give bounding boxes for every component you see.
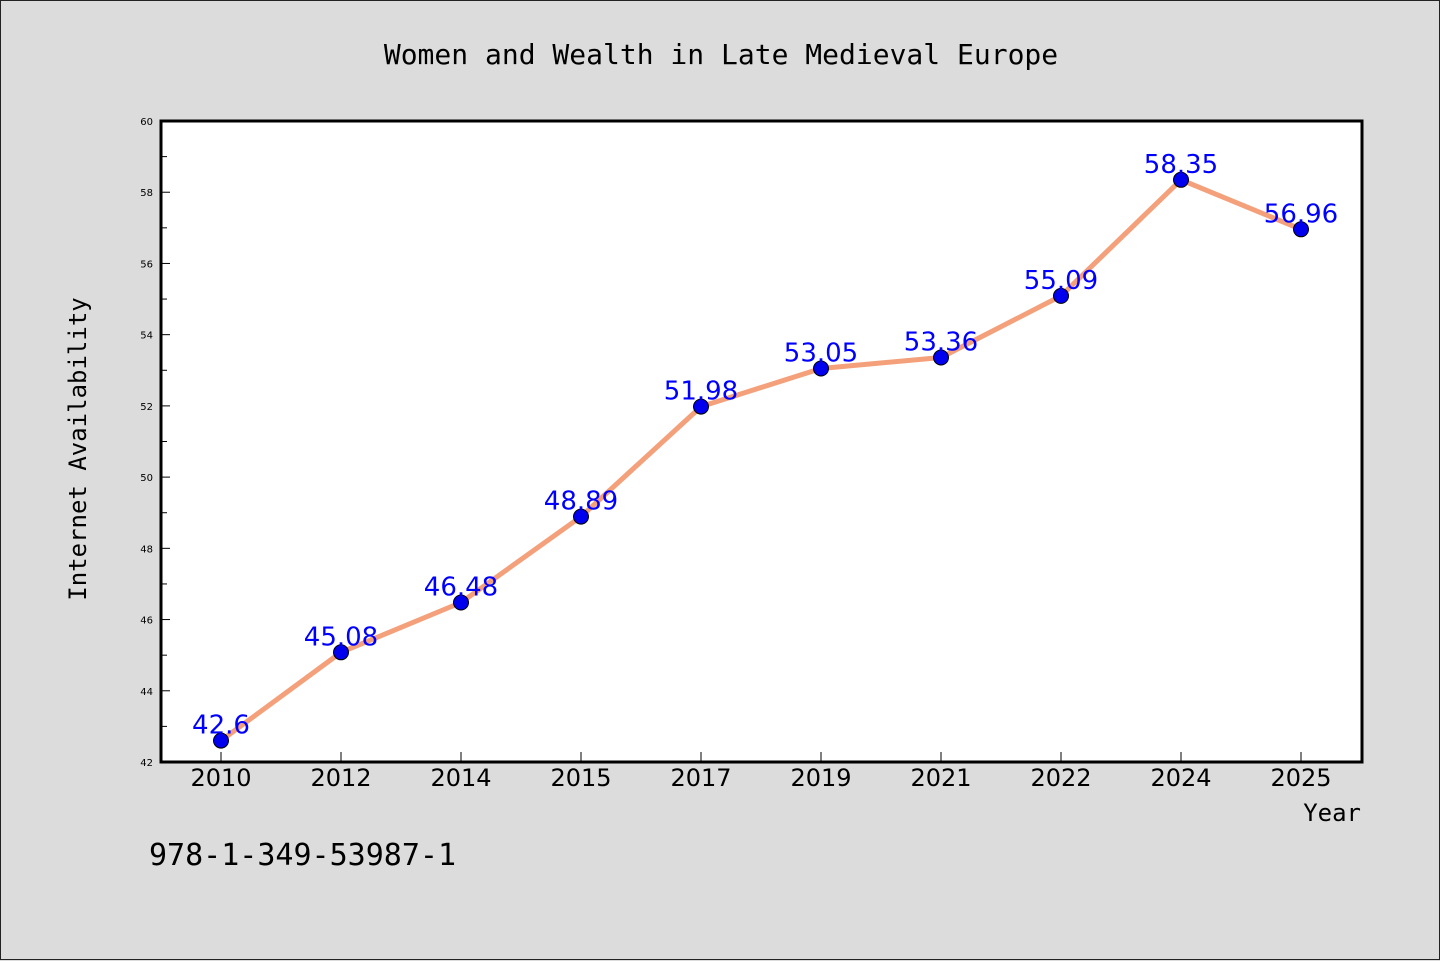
x-tick-label: 2021 (910, 764, 971, 792)
data-label: 46.48 (424, 573, 498, 603)
y-tick-label: 52 (140, 402, 153, 413)
y-axis-label: Internet Availability (64, 297, 92, 600)
data-label: 55.09 (1024, 266, 1098, 296)
y-tick-label: 58 (140, 188, 153, 199)
data-label: 45.08 (304, 622, 378, 652)
plot-area (159, 119, 1364, 764)
y-tick-label: 46 (140, 616, 153, 627)
data-point (693, 398, 709, 415)
data-point (573, 508, 589, 525)
data-point (813, 360, 829, 377)
x-tick-label: 2015 (550, 764, 611, 792)
y-tick-label: 42 (140, 758, 153, 769)
y-tick-label: 54 (140, 331, 153, 342)
data-point (1173, 171, 1189, 188)
chart-title: Women and Wealth in Late Medieval Europe (384, 38, 1058, 71)
data-label: 42.6 (192, 711, 250, 741)
data-point (1293, 221, 1309, 238)
isbn-text: 978-1-349-53987-1 (149, 838, 456, 873)
data-label: 53.05 (784, 339, 858, 369)
data-point (933, 349, 949, 366)
series-markers (213, 171, 1309, 749)
y-axis: 42 44 46 48 50 52 54 56 58 60 (140, 117, 170, 769)
data-labels: 42.6 45.08 46.48 48.89 51.98 53.05 53.36 55.09 5… (192, 150, 1338, 741)
data-point (213, 732, 229, 749)
data-label: 48.89 (544, 487, 618, 517)
x-tick-label: 2014 (430, 764, 491, 792)
y-tick-label: 48 (140, 544, 153, 555)
y-tick-label: 44 (140, 687, 153, 698)
series-line (218, 177, 1304, 744)
x-tick-label: 2010 (190, 764, 251, 792)
data-point (1053, 287, 1069, 304)
y-tick-label: 50 (140, 473, 153, 484)
y-tick-label: 56 (140, 259, 153, 270)
data-label: 53.36 (904, 328, 978, 358)
y-tick-label: 60 (140, 117, 153, 128)
data-label: 58.35 (1144, 150, 1218, 180)
x-tick-label: 2019 (790, 764, 851, 792)
x-axis-label: Year (1303, 799, 1361, 827)
data-point (453, 594, 469, 611)
x-tick-label: 2012 (310, 764, 371, 792)
x-tick-label: 2017 (670, 764, 731, 792)
data-label: 56.96 (1264, 199, 1338, 229)
x-tick-label: 2025 (1270, 764, 1331, 792)
x-tick-label: 2022 (1030, 764, 1091, 792)
data-point (333, 644, 349, 661)
x-tick-label: 2024 (1150, 764, 1211, 792)
x-axis: 2010 2012 2014 2015 2017 2019 2021 2022 2024 2025 (190, 752, 1332, 792)
data-label: 51.98 (664, 377, 738, 407)
